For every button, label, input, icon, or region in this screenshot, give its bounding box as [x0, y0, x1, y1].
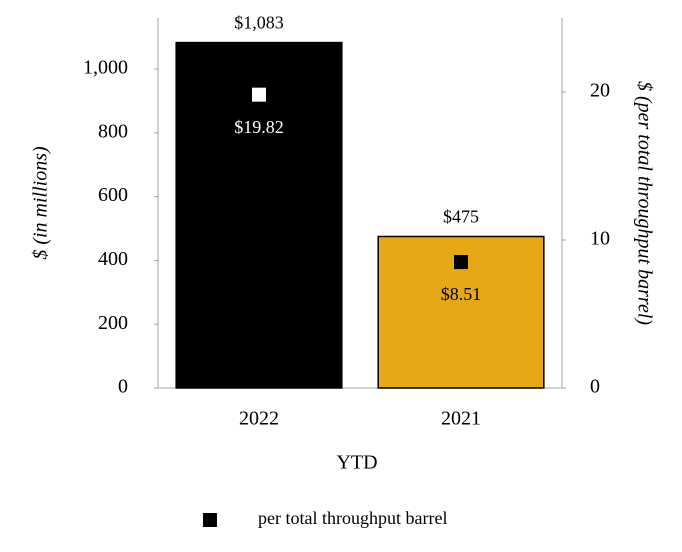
bar-value-label: $475 — [443, 207, 479, 227]
y-tick-label: 800 — [98, 120, 128, 142]
marker-value-label: $8.51 — [441, 284, 482, 304]
y-tick-label: 200 — [98, 312, 128, 334]
x-tick-label: 2021 — [441, 408, 481, 430]
y-tick-label: 1,000 — [83, 57, 128, 79]
y2-tick-label: 10 — [590, 228, 610, 250]
y-axis-label: $ (in millions) — [30, 146, 52, 260]
x-axis-label: YTD — [336, 452, 377, 474]
y-tick-label: 0 — [118, 376, 128, 398]
x-tick-label: 2022 — [239, 408, 279, 430]
y-tick-label: 400 — [98, 248, 128, 270]
marker — [454, 255, 468, 270]
y2-tick-label: 20 — [590, 80, 610, 102]
legend-label: per total throughput barrel — [258, 508, 447, 528]
marker — [252, 87, 266, 102]
y2-tick-label: 0 — [590, 376, 600, 398]
y-tick-label: 600 — [98, 184, 128, 206]
marker-value-label: $19.82 — [234, 117, 284, 137]
y2-axis-label: $ (per total throughput barrel) — [633, 81, 655, 325]
legend-marker — [203, 513, 217, 527]
bar-value-label: $1,083 — [234, 13, 284, 33]
